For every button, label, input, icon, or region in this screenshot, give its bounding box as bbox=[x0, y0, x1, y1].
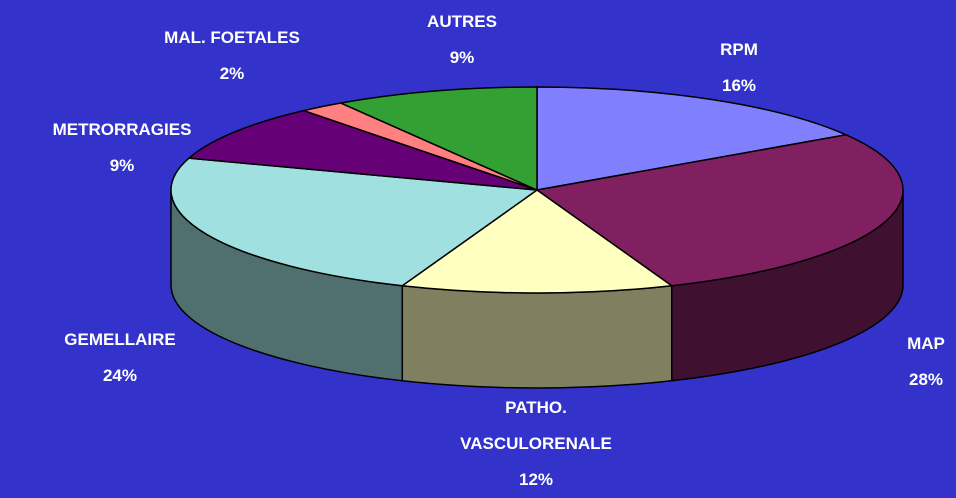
slice-side bbox=[401, 284, 673, 389]
slice bbox=[535, 134, 904, 287]
slice-label: METRORRAGIES 9% bbox=[53, 112, 192, 184]
percent-label: 24% bbox=[102, 366, 138, 385]
category-name: RPM bbox=[720, 40, 758, 59]
slice-label: MAL. FOETALES 2% bbox=[164, 20, 300, 92]
category-name: GEMELLAIRE bbox=[64, 330, 176, 349]
category-name: PATHO. VASCULORENALE bbox=[460, 398, 612, 453]
percent-label: 9% bbox=[449, 48, 475, 67]
slice-label: MAP 28% bbox=[907, 326, 945, 398]
category-name: MAP bbox=[907, 334, 945, 353]
category-name: AUTRES bbox=[427, 12, 497, 31]
slice bbox=[400, 189, 674, 294]
slice-label: RPM 16% bbox=[720, 32, 758, 104]
slice-label: PATHO. VASCULORENALE 12% bbox=[436, 390, 636, 498]
slice bbox=[536, 86, 849, 191]
slice bbox=[187, 109, 538, 191]
slice bbox=[338, 86, 538, 192]
slice-label: GEMELLAIRE 24% bbox=[64, 322, 175, 394]
percent-label: 2% bbox=[219, 64, 245, 83]
percent-label: 16% bbox=[721, 76, 757, 95]
percent-label: 9% bbox=[109, 156, 135, 175]
percent-label: 12% bbox=[518, 470, 554, 489]
percent-label: 28% bbox=[908, 370, 944, 389]
slice bbox=[170, 157, 540, 287]
slice-label: AUTRES 9% bbox=[427, 4, 497, 76]
category-name: MAL. FOETALES bbox=[164, 28, 300, 47]
category-name: METRORRAGIES bbox=[52, 120, 192, 139]
